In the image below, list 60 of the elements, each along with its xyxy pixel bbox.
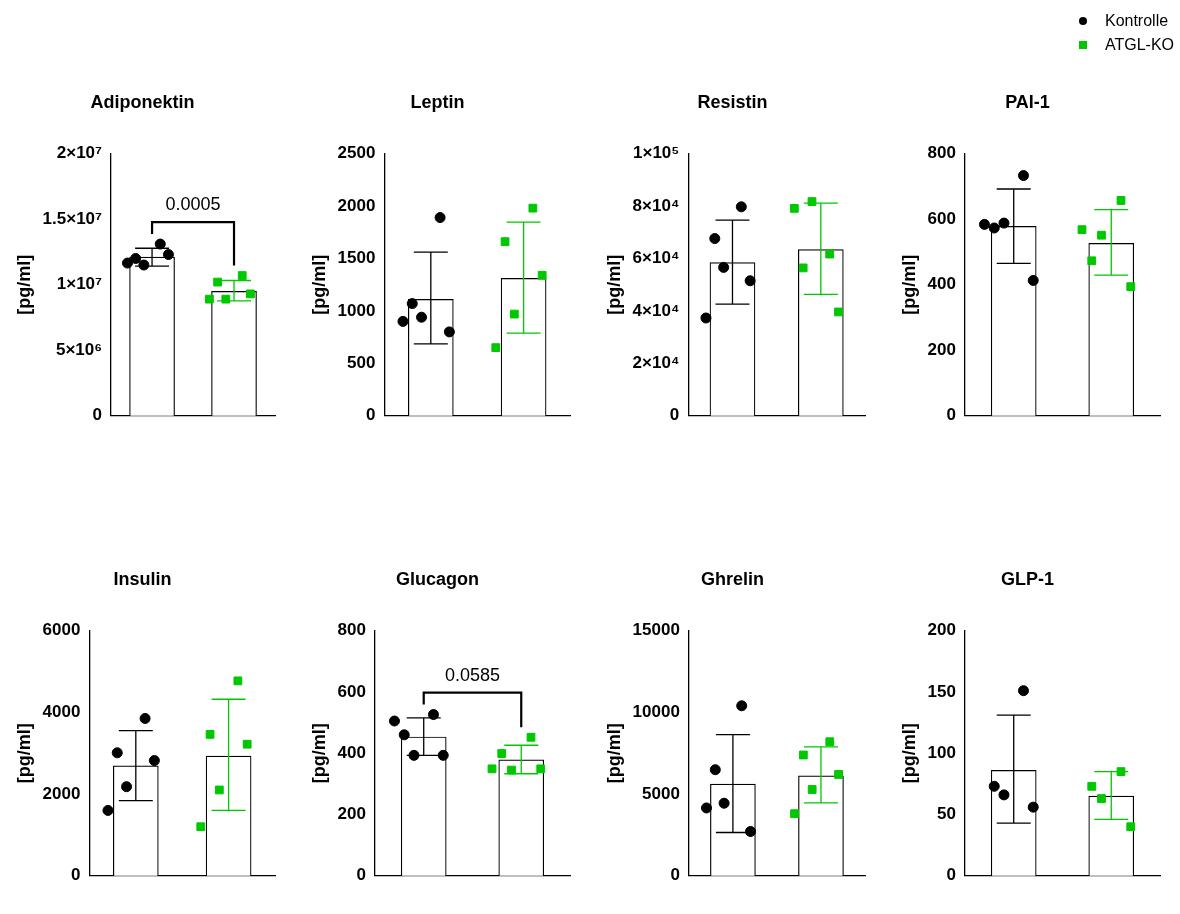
y-tick-label: 800	[927, 143, 956, 163]
y-tick-label: 5000	[642, 783, 680, 803]
y-tick-label: 0	[669, 405, 680, 425]
annotation: 0.0005	[165, 194, 221, 215]
y-axis-title: [pg/ml]	[13, 723, 34, 784]
y-tick-label: 0	[946, 405, 956, 425]
y-tick-label: 8×10⁴	[632, 195, 680, 215]
chart-title: Adiponektin	[90, 91, 195, 112]
y-tick-label: 0	[356, 865, 366, 885]
y-axis-title: [pg/ml]	[603, 254, 624, 315]
y-tick-label: 0	[365, 405, 376, 425]
legend-label: ATGL-KO	[1104, 36, 1174, 54]
y-tick-label: 6×10⁴	[632, 248, 680, 268]
y-tick-label: 0	[946, 865, 956, 885]
y-tick-label: 0	[670, 865, 680, 885]
chart-title: Glucagon	[395, 568, 480, 589]
y-tick-label: 15000	[632, 620, 680, 640]
y-tick-label: 10000	[632, 702, 680, 722]
y-tick-label: 5×10⁶	[55, 339, 103, 359]
y-tick-label: 2000	[337, 195, 376, 215]
y-tick-label: 2500	[337, 143, 376, 163]
y-tick-label: 2×10⁴	[632, 353, 680, 373]
y-axis-title: [pg/ml]	[898, 254, 919, 315]
y-tick-label: 400	[927, 274, 956, 294]
y-tick-label: 2000	[42, 783, 81, 803]
y-axis-title: [pg/ml]	[603, 723, 624, 784]
y-tick-label: 500	[347, 353, 376, 373]
y-tick-label: 0	[70, 865, 81, 885]
y-axis-title: [pg/ml]	[898, 723, 919, 784]
y-tick-label: 200	[927, 339, 956, 359]
y-tick-label: 600	[337, 681, 366, 701]
y-tick-label: 6000	[42, 620, 81, 640]
y-tick-label: 1×10⁷	[56, 274, 103, 294]
y-tick-label: 100	[927, 742, 956, 762]
y-tick-label: 400	[337, 742, 366, 762]
y-tick-label: 1×10⁵	[633, 143, 680, 163]
y-axis-title: [pg/ml]	[13, 254, 34, 315]
chart-title: Ghrelin	[700, 568, 765, 589]
chart-title: GLP-1	[1000, 568, 1055, 589]
y-tick-label: 2×10⁷	[56, 143, 103, 163]
y-axis-title: [pg/ml]	[308, 254, 329, 315]
y-tick-label: 4000	[42, 702, 81, 722]
legend-label: Kontrolle	[1104, 12, 1169, 30]
y-tick-label: 4×10⁴	[632, 300, 680, 320]
y-tick-label: 200	[927, 620, 956, 640]
chart-title: Insulin	[113, 568, 172, 589]
chart-title: PAI-1	[1005, 91, 1050, 112]
y-tick-label: 150	[927, 681, 956, 701]
y-tick-label: 50	[937, 804, 956, 824]
chart-title: Leptin	[410, 91, 465, 112]
y-tick-label: 800	[337, 620, 366, 640]
annotation: 0.0585	[444, 664, 501, 685]
y-tick-label: 1000	[337, 300, 376, 320]
y-tick-label: 200	[337, 804, 366, 824]
y-axis-title: [pg/ml]	[308, 723, 329, 784]
y-tick-label: 1.5×10⁷	[42, 208, 103, 228]
y-tick-label: 1500	[337, 248, 376, 268]
y-tick-label: 0	[92, 405, 103, 425]
y-tick-label: 600	[927, 208, 956, 228]
chart-title: Resistin	[697, 91, 768, 112]
